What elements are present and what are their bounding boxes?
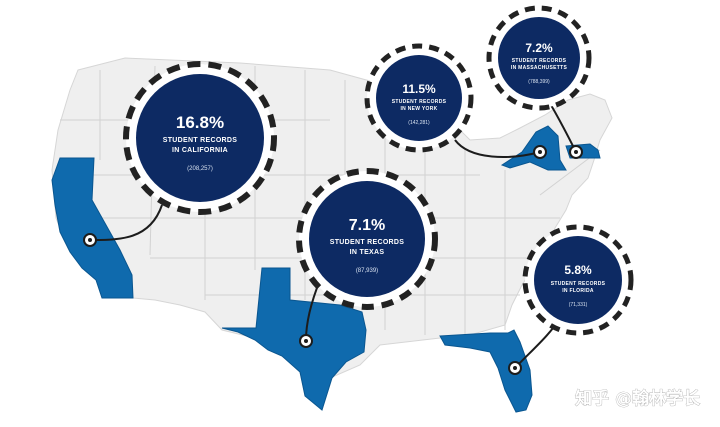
callout-label-line-2: IN CALIFORNIA (172, 147, 228, 154)
state-new-york (500, 125, 567, 171)
callout-circle (534, 236, 622, 324)
callout-florida: 5.8% STUDENT RECORDS IN FLORIDA (71,331) (522, 224, 634, 336)
marker-massachusetts (569, 145, 583, 159)
callout-label-line-1: STUDENT RECORDS (330, 239, 405, 246)
callout-count: (208,257) (187, 166, 213, 172)
callout-label-line-2: IN FLORIDA (562, 288, 594, 294)
callout-percent: 7.1% (349, 217, 385, 234)
marker-texas (299, 334, 313, 348)
callout-percent: 11.5% (402, 82, 436, 96)
callout-circle (309, 181, 425, 297)
marker-florida (508, 361, 522, 375)
leader-line-california (89, 204, 163, 241)
callout-label-line-1: STUDENT RECORDS (551, 281, 606, 287)
callout-count: (142,281) (408, 120, 430, 126)
callout-label-line-1: STUDENT RECORDS (163, 137, 238, 144)
marker-california (83, 233, 97, 247)
callout-label-line-2: IN TEXAS (350, 249, 385, 256)
callout-california: 16.8% STUDENT RECORDS IN CALIFORNIA (208… (123, 61, 277, 215)
callout-circle (498, 17, 580, 99)
callout-label-line-1: STUDENT RECORDS (512, 58, 567, 64)
callout-massachusetts: 7.2% STUDENT RECORDS IN MASSACHUSETTS (7… (486, 5, 592, 111)
leader-line-new-york (454, 139, 541, 158)
callout-label-line-2: IN NEW YORK (400, 106, 437, 112)
state-florida (439, 329, 533, 413)
callout-percent: 16.8% (176, 113, 224, 132)
callout-label-line-2: IN MASSACHUSETTS (511, 65, 568, 71)
state-texas (221, 267, 367, 411)
callout-circle (376, 55, 462, 141)
callout-circle (136, 74, 264, 202)
state-california (51, 157, 134, 299)
callout-count: (71,331) (569, 302, 588, 308)
callout-count: (788,399) (528, 79, 550, 85)
callout-count: (87,939) (356, 268, 378, 274)
callout-label-line-1: STUDENT RECORDS (392, 99, 447, 105)
marker-new-york (533, 145, 547, 159)
anchor-markers (83, 145, 583, 375)
callout-new-york: 11.5% STUDENT RECORDS IN NEW YORK (142,2… (364, 43, 474, 153)
callout-texas: 7.1% STUDENT RECORDS IN TEXAS (87,939) (296, 168, 438, 310)
callout-percent: 5.8% (564, 263, 592, 277)
callout-percent: 7.2% (525, 41, 553, 55)
watermark-text: 知乎 @翰林学长 (574, 388, 701, 409)
